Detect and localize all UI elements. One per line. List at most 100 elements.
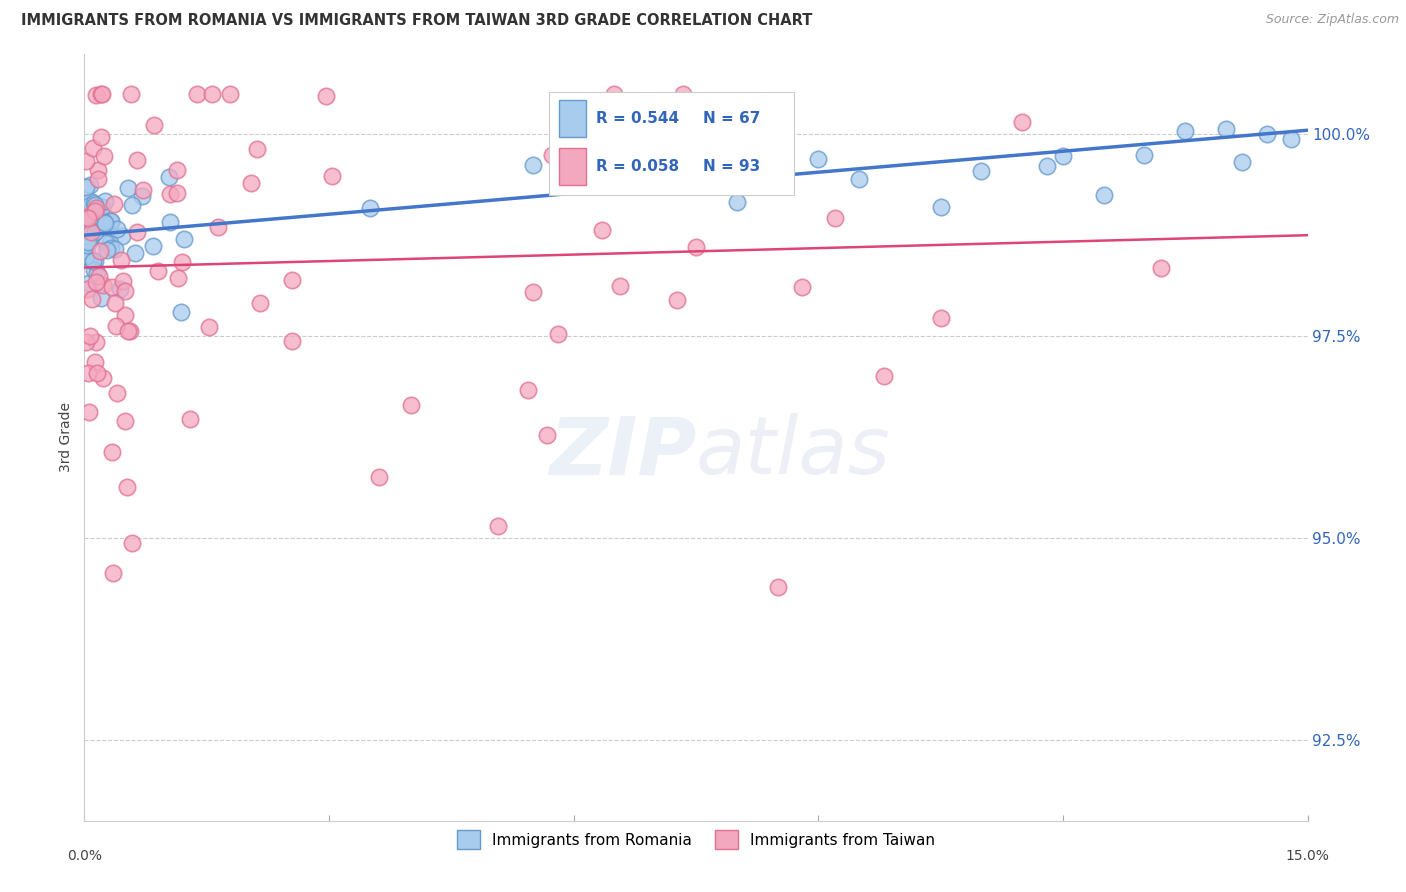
Point [94, 216, 117, 230]
Point [76, 282, 98, 296]
Point [84, 198, 107, 212]
Text: atlas: atlas [696, 413, 891, 491]
Point [166, 186, 188, 200]
Point [131, 189, 153, 203]
Point [83, 254, 105, 268]
Point [725, 194, 748, 209]
Point [142, 119, 165, 133]
Point [121, 197, 143, 211]
Point [562, 165, 585, 179]
Point [75, 249, 97, 263]
Point [82, 253, 104, 268]
Point [281, 334, 304, 348]
Point [75, 218, 97, 232]
Point [142, 239, 165, 253]
Point [603, 87, 626, 101]
Point [83, 204, 105, 219]
Point [84, 88, 107, 103]
Legend: Immigrants from Romania, Immigrants from Taiwan: Immigrants from Romania, Immigrants from… [451, 824, 941, 855]
Point [766, 580, 789, 594]
Point [173, 232, 195, 246]
Text: Source: ZipAtlas.com: Source: ZipAtlas.com [1265, 13, 1399, 27]
Point [1133, 148, 1156, 162]
Point [96, 244, 118, 258]
Point [91, 278, 114, 293]
Point [1232, 154, 1254, 169]
Point [872, 368, 894, 383]
Text: ZIP: ZIP [548, 413, 696, 491]
Point [87, 162, 110, 177]
Point [166, 163, 188, 178]
Point [117, 324, 139, 338]
Point [93, 215, 115, 229]
Point [536, 427, 558, 442]
Point [824, 211, 846, 225]
Point [685, 240, 707, 254]
Point [87, 268, 110, 283]
Y-axis label: 3rd Grade: 3rd Grade [59, 402, 73, 472]
Point [94, 236, 117, 251]
Point [157, 170, 180, 185]
Point [79, 328, 101, 343]
Point [84, 201, 107, 215]
Point [1035, 159, 1057, 173]
Point [661, 136, 683, 151]
Point [315, 89, 337, 103]
Point [672, 87, 695, 101]
Point [848, 172, 870, 186]
Point [159, 215, 181, 229]
Point [970, 164, 993, 178]
Point [80, 226, 103, 240]
Point [1092, 188, 1115, 202]
Point [79, 194, 101, 209]
Point [105, 385, 128, 400]
Point [75, 153, 97, 168]
Point [186, 87, 208, 101]
Point [111, 228, 134, 243]
Point [100, 241, 122, 255]
Point [77, 211, 100, 226]
Point [77, 405, 100, 419]
Point [114, 308, 136, 322]
Point [80, 230, 103, 244]
Point [86, 366, 108, 380]
Point [100, 235, 122, 250]
Point [83, 263, 105, 277]
Point [101, 566, 124, 580]
Point [75, 210, 97, 224]
Point [75, 229, 97, 244]
Point [127, 153, 149, 168]
Point [179, 411, 201, 425]
Point [100, 445, 122, 459]
Text: 15.0%: 15.0% [1285, 849, 1330, 863]
Point [77, 251, 100, 265]
Point [82, 292, 104, 306]
Point [1052, 149, 1074, 163]
Point [627, 141, 650, 155]
Point [146, 264, 169, 278]
Point [104, 319, 127, 334]
Point [104, 242, 127, 256]
Point [121, 535, 143, 549]
Point [101, 279, 124, 293]
Point [591, 223, 613, 237]
Text: IMMIGRANTS FROM ROMANIA VS IMMIGRANTS FROM TAIWAN 3RD GRADE CORRELATION CHART: IMMIGRANTS FROM ROMANIA VS IMMIGRANTS FR… [21, 13, 813, 29]
Point [200, 87, 222, 101]
Point [110, 252, 132, 267]
Point [929, 311, 952, 326]
Point [249, 296, 271, 310]
Point [1174, 124, 1197, 138]
Point [246, 142, 269, 156]
Point [90, 201, 112, 215]
Point [522, 158, 544, 172]
Point [79, 211, 101, 226]
Point [79, 197, 101, 211]
Point [84, 276, 107, 290]
Point [766, 108, 789, 122]
Point [547, 326, 569, 341]
Point [86, 266, 108, 280]
Point [1256, 127, 1278, 141]
Point [399, 398, 422, 412]
Point [114, 414, 136, 428]
Point [87, 203, 110, 218]
